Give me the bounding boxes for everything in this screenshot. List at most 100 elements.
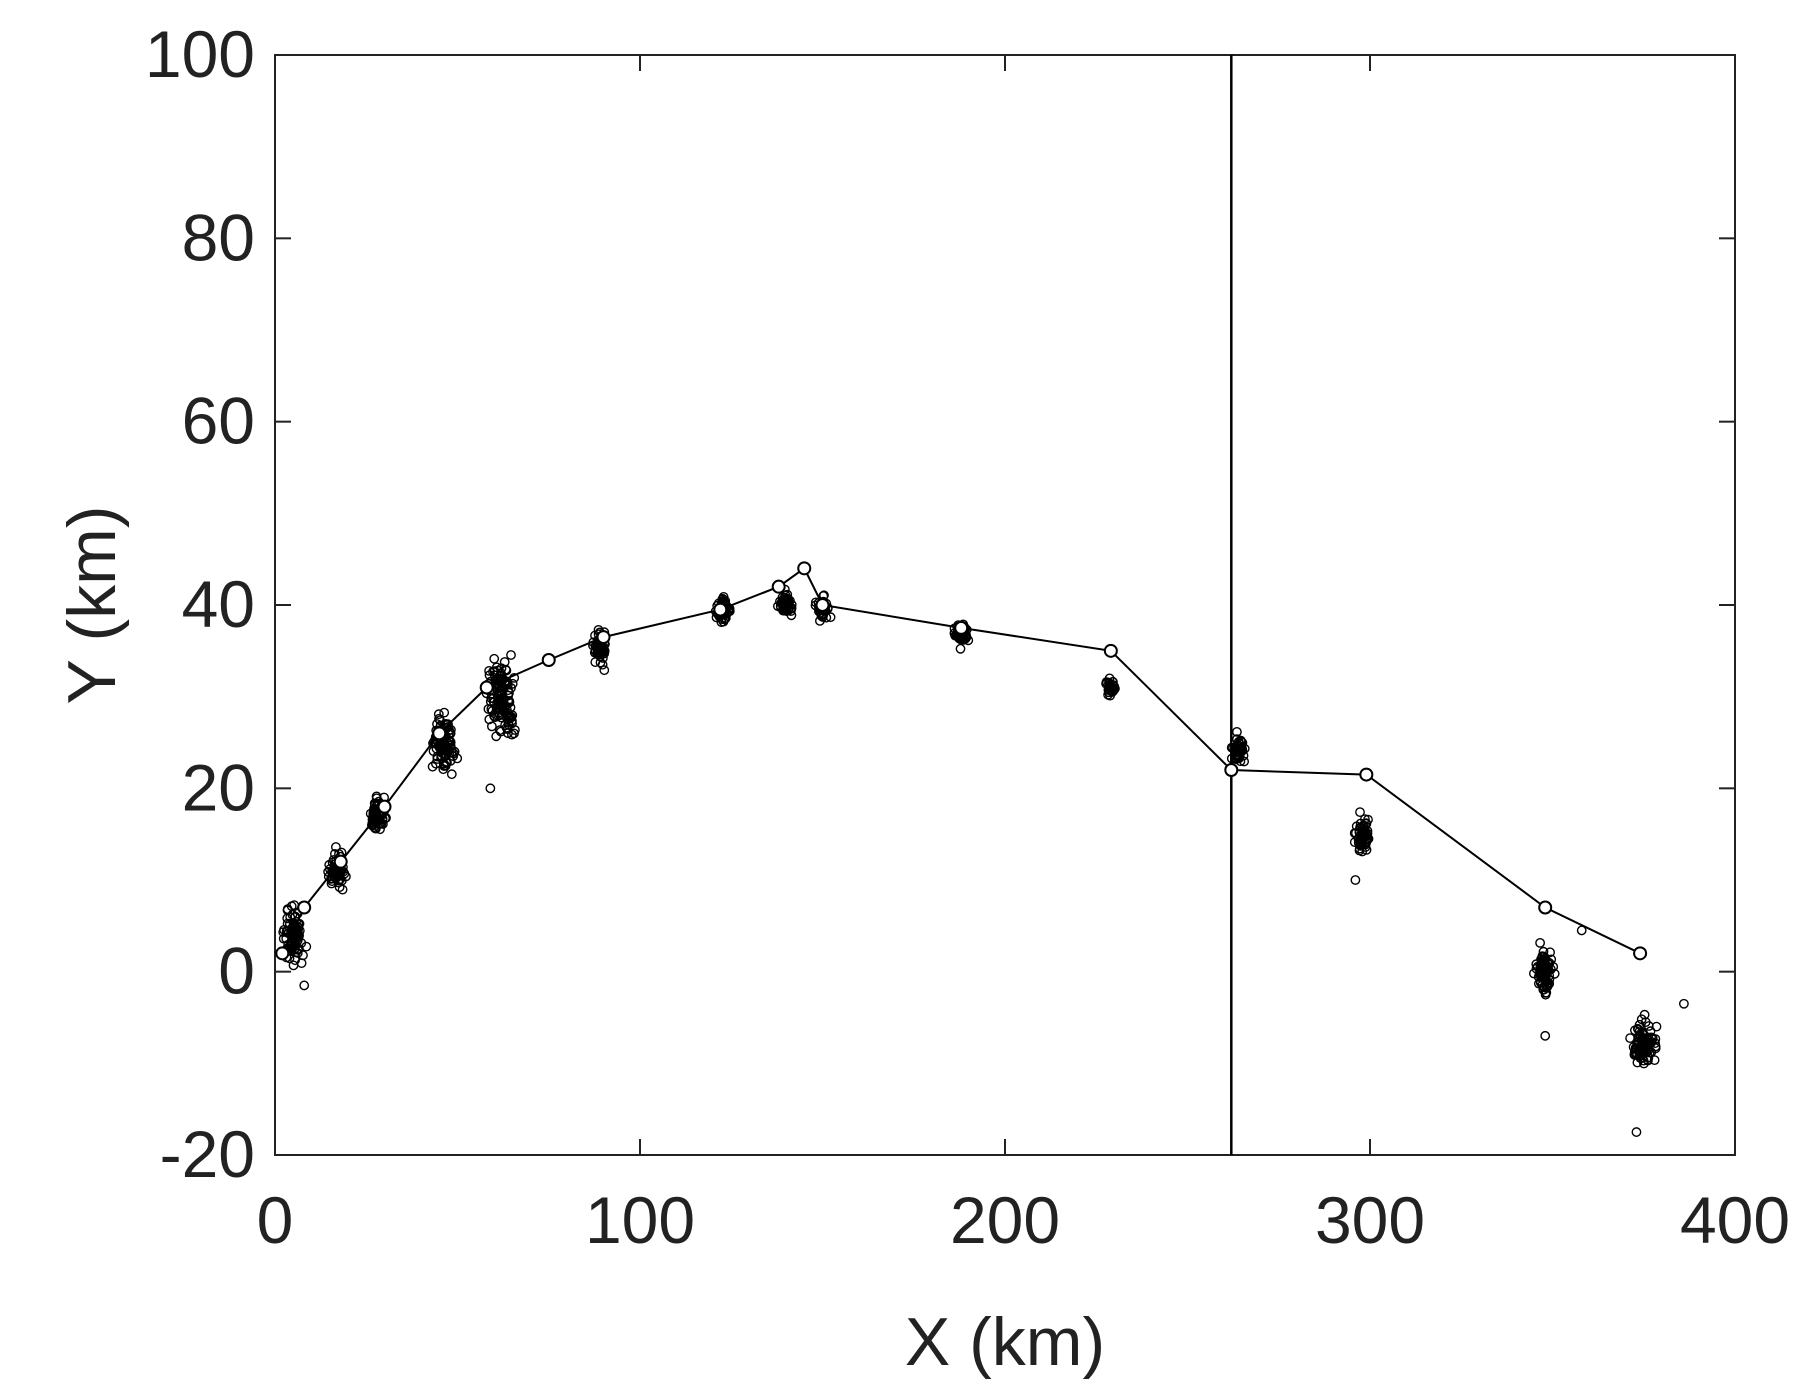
- scatter-point: [786, 603, 797, 614]
- scatter-point: [1650, 1043, 1661, 1054]
- scatter-point: [1651, 1021, 1662, 1032]
- y-tick-label: 60: [182, 384, 255, 458]
- scatter-point: [591, 641, 602, 651]
- scatter-point: [1625, 1033, 1636, 1044]
- scatter-point: [1108, 680, 1119, 690]
- scatter-point: [599, 665, 610, 676]
- scatter-point: [290, 955, 300, 966]
- track-marker: [541, 653, 556, 667]
- scatter-point: [955, 643, 966, 654]
- scatter-point: [427, 761, 438, 772]
- scatter-point: [375, 824, 385, 835]
- scatter-point: [486, 721, 497, 732]
- scatter-point: [504, 697, 515, 708]
- scatter-point: [781, 606, 792, 616]
- scatter-point: [1232, 740, 1243, 750]
- scatter-point: [299, 980, 310, 991]
- scatter-point: [821, 612, 832, 623]
- scatter-point: [1635, 1050, 1646, 1060]
- track-marker: [954, 620, 969, 635]
- scatter-point: [503, 712, 514, 723]
- scatter-point: [1538, 955, 1549, 965]
- y-axis-title: Y (km): [54, 506, 130, 705]
- scatter-point: [1637, 1032, 1648, 1043]
- scatter-point: [1632, 1037, 1643, 1048]
- track-line: [281, 566, 1641, 955]
- scatter-point: [502, 708, 513, 718]
- track-marker: [771, 579, 786, 594]
- track-marker: [797, 561, 812, 576]
- y-tick-label: 40: [182, 567, 255, 641]
- scatter-point: [1544, 958, 1555, 968]
- x-tick-label: 100: [585, 1183, 695, 1257]
- scatter-point: [446, 769, 457, 780]
- scatter-point: [377, 819, 388, 829]
- scatter-point: [1355, 807, 1365, 817]
- y-tick-label: -20: [160, 1117, 255, 1191]
- scatter-point: [1540, 1030, 1551, 1041]
- y-tick-label: 100: [145, 17, 255, 91]
- y-axis-ticks: -20 0 20 40 60 80 100: [145, 17, 1735, 1191]
- scatter-point: [1647, 1033, 1658, 1044]
- scatter-point: [1358, 830, 1369, 841]
- scatter-point: [597, 659, 608, 670]
- track-marker: [377, 799, 392, 814]
- scatter-point: [381, 813, 391, 823]
- scatter-point: [1234, 750, 1245, 761]
- plot-area: [274, 54, 1736, 1156]
- scatter-point: [282, 905, 293, 916]
- y-tick-label: 0: [218, 934, 255, 1008]
- scatter-point: [433, 709, 444, 720]
- scatter-point: [1538, 984, 1549, 995]
- scatter-point: [786, 599, 797, 610]
- scatter-point: [438, 764, 449, 775]
- scatter-point: [496, 675, 507, 686]
- track-marker: [596, 630, 611, 645]
- scatter-point: [501, 722, 512, 733]
- track-marker: [1633, 946, 1648, 961]
- scatter-point: [441, 757, 451, 768]
- scatter-point: [1631, 1127, 1642, 1137]
- x-tick-label: 400: [1680, 1183, 1790, 1257]
- x-axis-title: X (km): [905, 1304, 1105, 1380]
- scatter-point: [1634, 1019, 1645, 1030]
- scatter-point: [1234, 746, 1245, 756]
- scatter-point: [369, 822, 380, 832]
- track-marker: [297, 900, 312, 915]
- scatter-point: [502, 724, 513, 735]
- scatter-point: [1535, 938, 1546, 948]
- scatter-point: [489, 711, 499, 721]
- scatter-point: [489, 653, 500, 664]
- y-tick-label: 20: [182, 750, 255, 824]
- scatter-point: [1232, 727, 1242, 737]
- scatter-point: [1357, 846, 1368, 857]
- scatter-point: [1361, 845, 1372, 855]
- track-marker: [1359, 767, 1374, 782]
- scatter-point: [1358, 826, 1369, 837]
- scatter-point: [1633, 1043, 1644, 1054]
- track-marker: [713, 602, 728, 617]
- scatter-point: [488, 696, 499, 707]
- scatter-point: [781, 601, 791, 612]
- scatter-point: [329, 864, 340, 875]
- scatter-point: [1679, 998, 1689, 1009]
- scatter-point: [365, 808, 376, 819]
- scatter-point: [301, 941, 312, 952]
- scatter-point: [485, 783, 496, 794]
- scatter-point: [495, 686, 506, 697]
- scatter-point: [1636, 1014, 1647, 1025]
- scatter-point: [493, 710, 504, 721]
- scatter-point: [1539, 956, 1550, 967]
- scatter-point: [1101, 678, 1112, 689]
- scatter-point: [452, 753, 463, 764]
- x-tick-label: 0: [257, 1183, 294, 1257]
- scatter-point: [780, 590, 791, 601]
- scatter-point: [443, 719, 453, 730]
- track-marker: [275, 946, 290, 961]
- track-marker: [333, 854, 348, 869]
- scatter-point: [781, 602, 792, 613]
- scatter-point: [1649, 1055, 1660, 1066]
- x-tick-label: 300: [1315, 1183, 1425, 1257]
- scatter-point: [1105, 690, 1116, 701]
